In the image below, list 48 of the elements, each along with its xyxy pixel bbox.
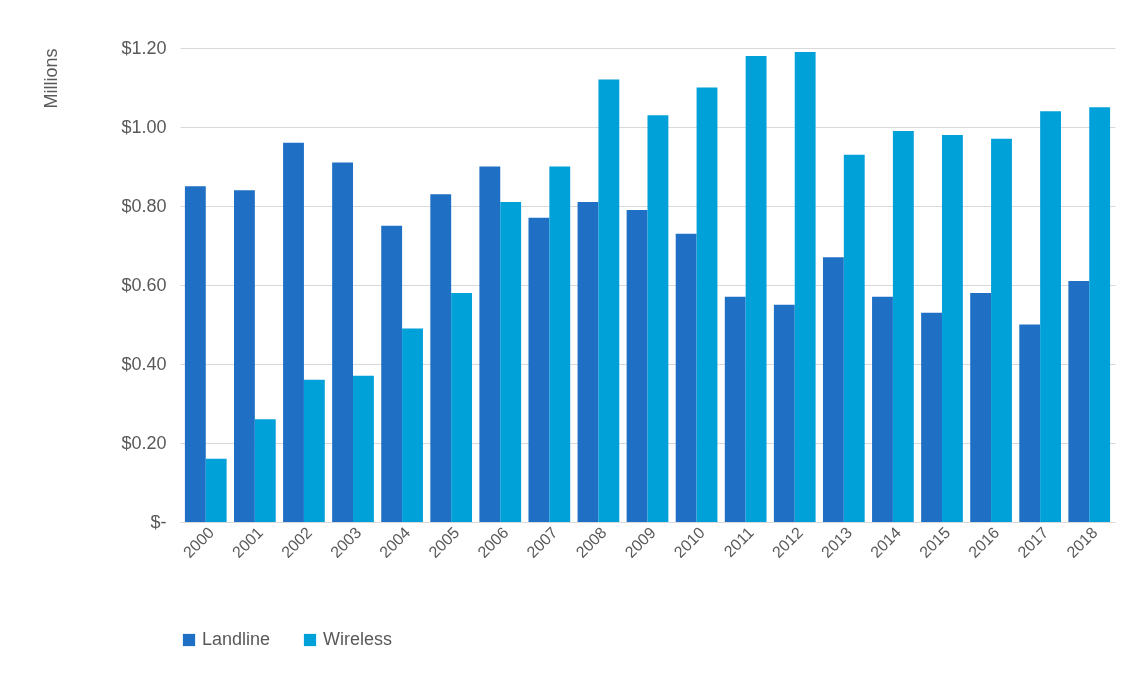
bar xyxy=(843,154,865,522)
bar xyxy=(549,166,571,522)
bar xyxy=(381,225,403,522)
bar xyxy=(402,328,423,522)
bar xyxy=(303,379,325,522)
bar xyxy=(773,304,795,522)
bar xyxy=(696,87,718,522)
bar xyxy=(353,375,374,522)
bar xyxy=(822,257,844,522)
bar xyxy=(745,55,767,522)
bar xyxy=(184,186,206,522)
bar xyxy=(675,233,697,522)
bar xyxy=(577,202,599,522)
y-tick-label: $0.20 xyxy=(121,432,167,453)
bar xyxy=(233,190,255,522)
bar xyxy=(1089,107,1111,522)
bar xyxy=(970,292,992,522)
bar xyxy=(332,162,354,522)
y-tick-label: $0.60 xyxy=(121,274,167,295)
bar xyxy=(872,296,893,522)
bar xyxy=(991,138,1012,522)
y-axis-title: Millions xyxy=(40,48,61,109)
bar xyxy=(205,458,227,522)
bar xyxy=(1068,281,1090,522)
bar xyxy=(254,419,276,522)
bar xyxy=(892,130,914,522)
legend-label: Wireless xyxy=(323,629,393,649)
bar xyxy=(941,134,963,522)
y-tick-label: $1.00 xyxy=(121,116,167,137)
bar xyxy=(647,115,669,522)
bar xyxy=(1040,111,1062,522)
y-tick-label: $0.80 xyxy=(121,195,167,216)
bar xyxy=(794,51,816,522)
bar xyxy=(598,79,620,522)
y-tick-label: $1.20 xyxy=(121,37,167,58)
bar xyxy=(921,312,942,522)
bar xyxy=(430,194,452,522)
y-tick-label: $0.40 xyxy=(121,353,167,374)
bar xyxy=(528,217,550,522)
bar xyxy=(283,142,304,522)
bar xyxy=(451,292,473,522)
bar xyxy=(724,296,746,522)
legend-label: Landline xyxy=(202,629,271,649)
bar xyxy=(500,202,522,522)
bar xyxy=(1019,324,1041,522)
bar xyxy=(626,209,648,522)
bar xyxy=(479,166,501,522)
y-tick-label: $- xyxy=(150,511,167,532)
